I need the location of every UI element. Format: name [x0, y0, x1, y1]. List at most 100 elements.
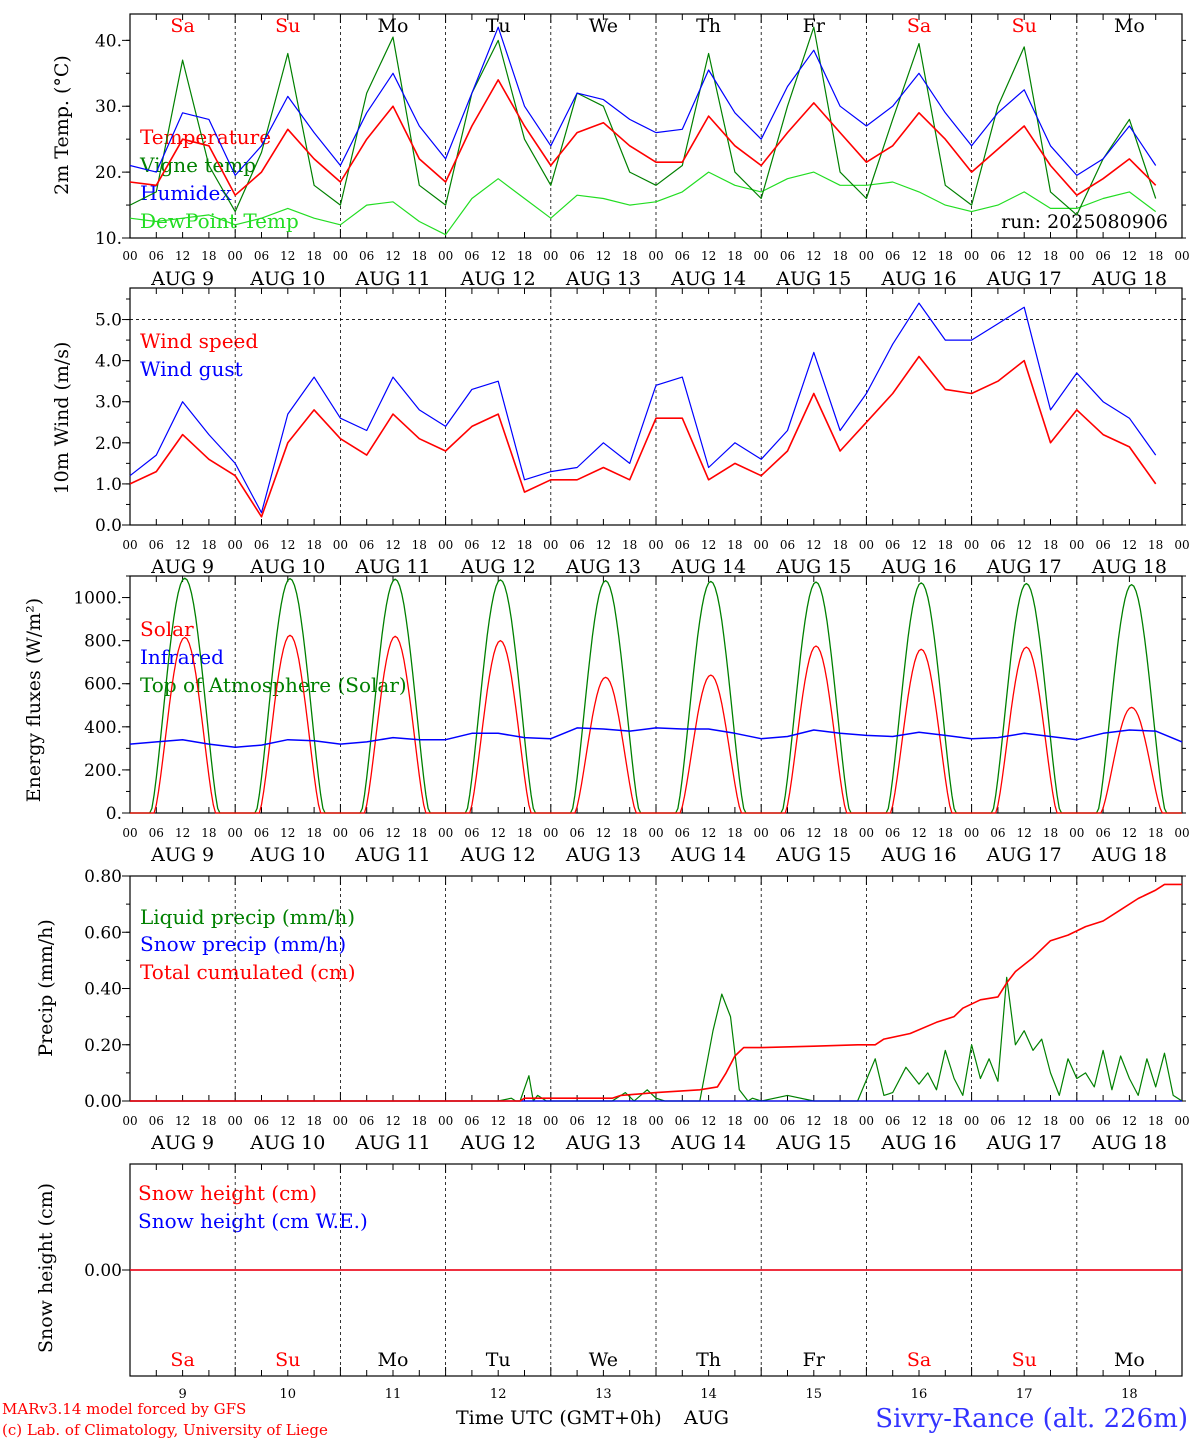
- day-abbr: Th: [696, 15, 721, 37]
- hour-tick-label: 12: [701, 249, 716, 263]
- day-number: 18: [1121, 1387, 1138, 1402]
- day-number: 16: [911, 1387, 928, 1402]
- day-abbr: Tu: [486, 15, 511, 37]
- hour-tick-label: 12: [701, 826, 716, 840]
- date-label: AUG 13: [565, 556, 641, 578]
- hour-tick-label: 12: [701, 1114, 716, 1128]
- hour-tick-label: 18: [832, 249, 847, 263]
- wind-gust-line: [129, 302, 1157, 514]
- day-abbr: Su: [275, 1349, 300, 1371]
- day-abbr: We: [589, 1349, 618, 1371]
- hour-tick-label: 18: [1148, 1114, 1163, 1128]
- hour-tick-label: 06: [464, 538, 479, 552]
- date-label: AUG 15: [775, 268, 851, 290]
- date-label: AUG 15: [775, 1132, 851, 1154]
- y-tick-label: 3.0: [95, 393, 122, 413]
- day-abbr: Sa: [170, 1349, 194, 1371]
- hour-tick-label: 18: [832, 1114, 847, 1128]
- y-tick-label: 0.00: [84, 1261, 122, 1281]
- hour-tick-label: 06: [885, 538, 900, 552]
- hour-tick-label: 00: [1069, 538, 1084, 552]
- hour-tick-label: 18: [938, 249, 953, 263]
- hour-tick-label: 18: [201, 249, 216, 263]
- hour-tick-label: 18: [412, 249, 427, 263]
- hour-tick-label: 06: [569, 1114, 584, 1128]
- hour-tick-label: 12: [806, 826, 821, 840]
- hour-tick-label: 18: [727, 249, 742, 263]
- hour-tick-label: 12: [385, 249, 400, 263]
- day-abbr: Fr: [803, 1349, 826, 1371]
- day-abbreviations: Sa Su Mo Tu We Th Fr Sa Su Mo: [170, 1349, 1144, 1371]
- day-abbr: Mo: [378, 15, 409, 37]
- hour-tick-label: 12: [491, 1114, 506, 1128]
- hour-tick-label: 18: [412, 826, 427, 840]
- date-labels: AUG 9 AUG 10 AUG 11 AUG 12 AUG 13 AUG 14 AUG 1…: [150, 1132, 1167, 1154]
- total-cumulated-line: [130, 883, 1182, 1102]
- date-label: AUG 16: [880, 1132, 956, 1154]
- hour-tick-label: 18: [412, 538, 427, 552]
- temperature-panel: Temperature Vigne temp Humidex DewPoint …: [51, 55, 1168, 233]
- hour-tick-label: 12: [596, 1114, 611, 1128]
- day-number: 13: [595, 1387, 612, 1402]
- hour-tick-label: 00: [1069, 249, 1084, 263]
- y-tick-label: 10.: [95, 229, 122, 249]
- hour-tick-label: 00: [648, 826, 663, 840]
- hour-tick-label: 06: [149, 249, 164, 263]
- date-label: AUG 17: [986, 556, 1062, 578]
- day-number: 11: [385, 1387, 402, 1402]
- liquid-precip-line: [130, 976, 1183, 1102]
- hour-tick-label: 12: [596, 826, 611, 840]
- date-label: AUG 11: [354, 844, 430, 866]
- time-axis-label: Time UTC (GMT+0h): [456, 1407, 662, 1429]
- date-label: AUG 16: [880, 844, 956, 866]
- date-label: AUG 13: [565, 268, 641, 290]
- hour-tick-label: 18: [938, 826, 953, 840]
- y-tick-label: 0.: [106, 804, 122, 824]
- hour-tick-label: 00: [859, 1114, 874, 1128]
- y-tick-label: 0.20: [84, 1036, 122, 1056]
- legend-total-cumulated: Total cumulated (cm): [140, 960, 356, 984]
- y-tick-label: 2.0: [95, 434, 122, 454]
- hour-tick-label: 12: [1122, 826, 1137, 840]
- hour-tick-label: 06: [359, 1114, 374, 1128]
- date-label: AUG 17: [986, 268, 1062, 290]
- hour-tick-label: 18: [832, 538, 847, 552]
- hour-tick-label: 00: [333, 249, 348, 263]
- hour-tick-label: 12: [911, 249, 926, 263]
- date-label: AUG 10: [249, 268, 325, 290]
- hour-tick-label: 12: [491, 538, 506, 552]
- hour-tick-label: 00: [438, 249, 453, 263]
- hour-tick-label: 06: [990, 826, 1005, 840]
- hour-tick-label: 00: [648, 249, 663, 263]
- hour-tick-label: 06: [780, 249, 795, 263]
- date-label: AUG 12: [460, 844, 536, 866]
- hour-tick-label: 00: [1174, 826, 1189, 840]
- day-abbr: Su: [1012, 15, 1037, 37]
- legend-wind-speed: Wind speed: [140, 329, 258, 353]
- hour-tick-label: 18: [1043, 538, 1058, 552]
- date-label: AUG 17: [986, 844, 1062, 866]
- hour-tick-label: 06: [464, 249, 479, 263]
- hour-tick-label: 00: [859, 826, 874, 840]
- hour-tick-label: 00: [1174, 538, 1189, 552]
- hour-tick-label: 12: [806, 1114, 821, 1128]
- hour-tick-label: 18: [727, 538, 742, 552]
- hour-tick-label: 06: [1095, 538, 1110, 552]
- day-abbr: Mo: [1114, 15, 1145, 37]
- date-labels: AUG 9 AUG 10 AUG 11 AUG 12 AUG 13 AUG 14 AUG 1…: [150, 268, 1167, 290]
- hour-tick-label: 12: [491, 826, 506, 840]
- hour-tick-label: 12: [280, 826, 295, 840]
- hour-tick-label: 18: [201, 826, 216, 840]
- date-label: AUG 15: [775, 556, 851, 578]
- temperature-ylabel: 2m Temp. (°C): [51, 55, 73, 195]
- date-label: AUG 12: [460, 268, 536, 290]
- hour-tick-label: 18: [201, 538, 216, 552]
- y-tick-label: 1.0: [95, 475, 122, 495]
- hour-tick-label: 18: [1043, 1114, 1058, 1128]
- hour-tick-label: 18: [517, 826, 532, 840]
- hour-tick-label: 00: [333, 826, 348, 840]
- hour-tick-label: 00: [1069, 1114, 1084, 1128]
- hour-tick-label: 06: [780, 826, 795, 840]
- hour-tick-label: 18: [201, 1114, 216, 1128]
